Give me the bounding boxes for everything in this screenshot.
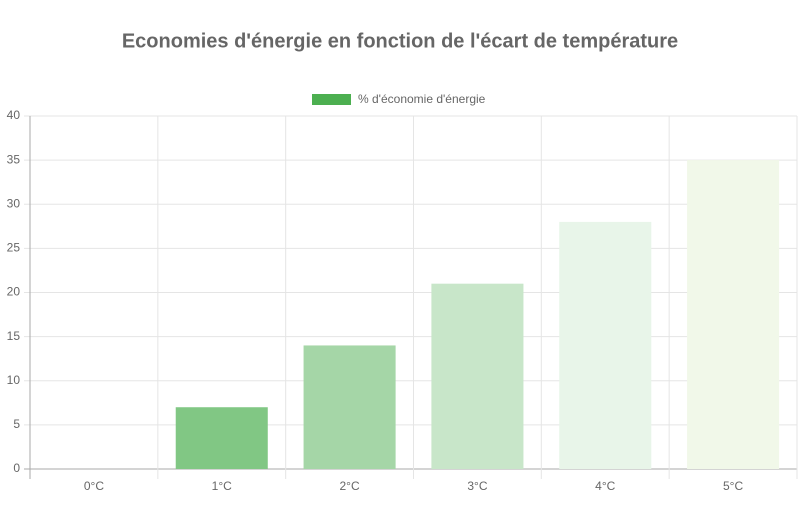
y-tick-label: 15 — [7, 329, 21, 343]
x-tick-label: 4°C — [595, 479, 615, 493]
legend-label: % d'économie d'énergie — [358, 92, 486, 106]
y-tick-label: 5 — [13, 417, 20, 431]
y-tick-label: 10 — [7, 373, 21, 387]
x-tick-label: 0°C — [84, 479, 104, 493]
bar — [687, 160, 780, 469]
x-tick-label: 3°C — [467, 479, 487, 493]
bar — [559, 221, 652, 469]
bar — [303, 345, 396, 469]
x-tick-label: 5°C — [723, 479, 743, 493]
x-tick-label: 2°C — [340, 479, 360, 493]
x-tick-label: 1°C — [212, 479, 232, 493]
y-tick-label: 30 — [7, 196, 21, 210]
y-tick-label: 20 — [7, 285, 21, 299]
y-tick-label: 40 — [7, 108, 21, 122]
bar — [431, 283, 524, 469]
bar — [175, 407, 268, 469]
y-tick-label: 35 — [7, 152, 21, 166]
legend-swatch — [312, 94, 351, 105]
y-tick-label: 25 — [7, 241, 21, 255]
y-tick-label: 0 — [13, 461, 20, 475]
chart-title: Economies d'énergie en fonction de l'éca… — [122, 30, 678, 52]
